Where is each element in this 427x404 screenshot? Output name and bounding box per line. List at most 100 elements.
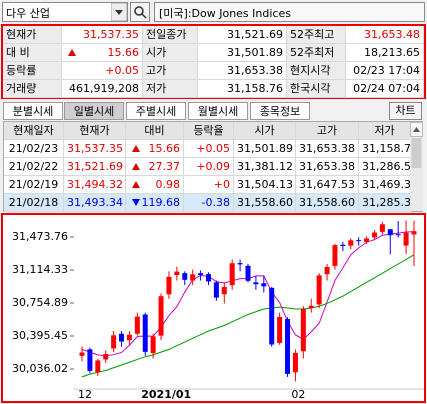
candle-body (364, 238, 370, 242)
daily-table: 현재일자 현재가 대비 등락율 시가 고가 저가 21/02/23 31,537.35 15.66… (3, 121, 423, 212)
up-arrow (132, 145, 140, 152)
dropdown-arrow[interactable] (111, 3, 127, 21)
candle-body (261, 283, 267, 287)
up-arrow (68, 49, 76, 56)
tab[interactable]: 월별시세 (188, 102, 248, 120)
candle-body (324, 266, 330, 275)
candle-body (221, 286, 227, 295)
table-cell: 31,158.76 (359, 140, 411, 158)
column-header: 저가 (359, 122, 411, 140)
summary-value: 18,213.65 (346, 44, 424, 62)
summary-box: 현재가 31,537.35 전일종가 31,521.69 52주최고 31,653.48 대… (1, 24, 426, 99)
x-tick-label: 12 (78, 388, 92, 401)
summary-label: 저가 (143, 80, 198, 98)
column-header: 현재가 (64, 122, 126, 140)
table-cell: +0 (184, 176, 234, 194)
candle-body (134, 316, 140, 334)
summary-label: 52주최고 (287, 26, 346, 44)
candle-body (403, 232, 409, 246)
table-cell: 31,647.53 (296, 176, 359, 194)
moving-average (81, 254, 415, 378)
summary-label: 거래량 (3, 80, 62, 98)
table-cell: +0.05 (184, 140, 234, 158)
summary-label: 전일종가 (143, 26, 198, 44)
candle-body (213, 282, 219, 298)
table-cell: 31,469.34 (359, 176, 411, 194)
x-tick-label: 02 (291, 388, 305, 401)
scrollbar[interactable] (410, 122, 423, 211)
y-tick-label: 30,395.45 (12, 329, 68, 342)
candle-body (126, 334, 132, 341)
candle-body (332, 245, 338, 266)
symbol-input[interactable]: 다우 산업 (2, 2, 128, 22)
candle-body (119, 333, 125, 342)
candle-body (348, 240, 354, 246)
candle-body (205, 274, 211, 282)
column-header: 등락율 (184, 122, 234, 140)
table-cell: 119.68 (126, 194, 184, 212)
candle-body (87, 349, 93, 371)
candle-body (395, 234, 401, 236)
candle-body (103, 354, 109, 360)
table-cell: 27.37 (126, 158, 184, 176)
table-cell: 21/02/23 (4, 140, 64, 158)
table-cell: 31,504.13 (234, 176, 296, 194)
candle-body (356, 240, 362, 242)
table-cell: 31,521.69 (64, 158, 126, 176)
candle-body (245, 265, 251, 281)
up-arrow (132, 181, 140, 188)
candle-body (158, 296, 164, 336)
candle-body (308, 305, 314, 309)
tab[interactable]: 일별시세 (64, 102, 124, 120)
table-cell: 31,558.60 (296, 194, 359, 212)
candle-body (285, 319, 291, 374)
table-cell: 31,286.57 (359, 158, 411, 176)
candle-body (95, 360, 101, 373)
candle-body (269, 287, 275, 345)
summary-label: 고가 (143, 62, 198, 80)
column-header: 현재일자 (4, 122, 64, 140)
summary-label: 등락률 (3, 62, 62, 80)
candle-body (166, 276, 172, 295)
table-cell: 31,653.38 (296, 140, 359, 158)
summary-value: 02/23 17:04 (346, 62, 424, 80)
column-header: 고가 (296, 122, 359, 140)
candle-body (253, 282, 259, 285)
candle-body (150, 336, 156, 354)
table-cell: 31,381.12 (234, 158, 296, 176)
table-cell: +0.09 (184, 158, 234, 176)
candle-body (340, 244, 346, 247)
table-cell: 31,493.34 (64, 194, 126, 212)
summary-value: 31,537.35 (62, 26, 143, 44)
table-cell: -0.38 (184, 194, 234, 212)
candle-body (371, 232, 377, 238)
summary-value: 31,501.89 (198, 44, 287, 62)
candle-body (182, 273, 188, 280)
summary-value: 461,919,208 (62, 80, 143, 98)
tab[interactable]: 종목정보 (250, 102, 310, 120)
column-header: 시가 (234, 122, 296, 140)
table-cell: 31,558.60 (234, 194, 296, 212)
summary-value: 15.66 (62, 44, 143, 62)
candle-body (198, 273, 204, 276)
up-arrow (132, 163, 140, 170)
table-cell: 31,285.32 (359, 194, 411, 212)
summary-label: 현재가 (3, 26, 62, 44)
summary-value: 31,653.48 (346, 26, 424, 44)
search-button[interactable] (130, 2, 150, 22)
summary-label: 52주최저 (287, 44, 346, 62)
y-tick-label: 31,114.33 (12, 263, 68, 276)
candle-body (142, 314, 148, 352)
candle-body (387, 229, 393, 236)
table-cell: 21/02/19 (4, 176, 64, 194)
chart-button[interactable]: 차트 (389, 102, 422, 120)
tab[interactable]: 주별시세 (126, 102, 186, 120)
summary-label: 현지시각 (287, 62, 346, 80)
tab[interactable]: 분별시세 (3, 102, 63, 120)
table-cell: 31,537.35 (64, 140, 126, 158)
symbol-text: 다우 산업 (6, 7, 50, 20)
candle-body (411, 231, 417, 235)
column-header: 대비 (126, 122, 184, 140)
table-cell: 0.98 (126, 176, 184, 194)
candle-body (292, 352, 298, 373)
